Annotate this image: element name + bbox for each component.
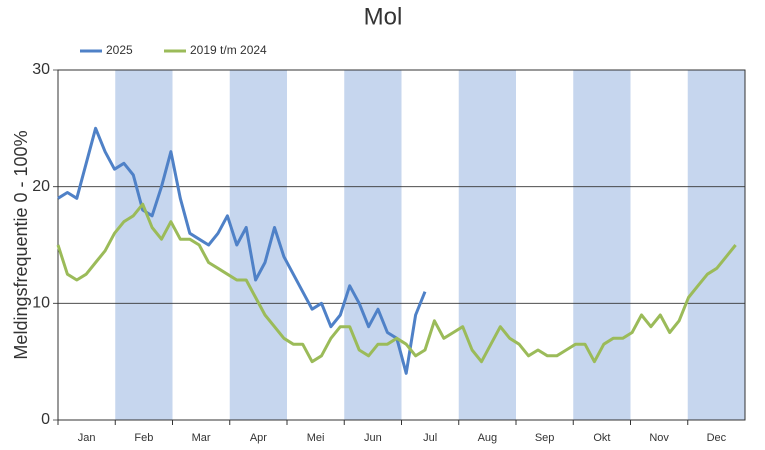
y-tick-label: 10 — [32, 295, 50, 312]
y-tick-label: 30 — [32, 61, 50, 78]
x-tick-label: Mar — [192, 432, 211, 444]
month-band — [344, 70, 402, 420]
legend-label: 2025 — [106, 43, 133, 57]
x-tick-label: Dec — [707, 432, 727, 444]
x-tick-label: Apr — [250, 432, 267, 444]
x-tick-label: Nov — [649, 432, 669, 444]
x-tick-label: Jan — [78, 432, 96, 444]
x-tick-label: Sep — [535, 432, 555, 444]
x-tick-label: Aug — [478, 432, 498, 444]
month-band — [115, 70, 173, 420]
x-tick-label: Okt — [593, 432, 610, 444]
month-band — [229, 70, 287, 420]
series-line — [57, 126, 427, 375]
legend-label: 2019 t/m 2024 — [190, 43, 267, 57]
month-band — [573, 70, 631, 420]
month-band — [687, 70, 745, 420]
x-tick-label: Mei — [307, 432, 325, 444]
x-tick-label: Feb — [134, 432, 153, 444]
y-tick-label: 0 — [41, 411, 50, 428]
chart-title: Mol — [364, 3, 403, 30]
x-tick-label: Jun — [364, 432, 382, 444]
y-tick-label: 20 — [32, 178, 50, 195]
month-band — [458, 70, 516, 420]
series-line — [56, 202, 737, 364]
x-tick-label: Jul — [423, 432, 437, 444]
y-axis-label: Meldingsfrequentie 0 - 100% — [11, 130, 31, 359]
